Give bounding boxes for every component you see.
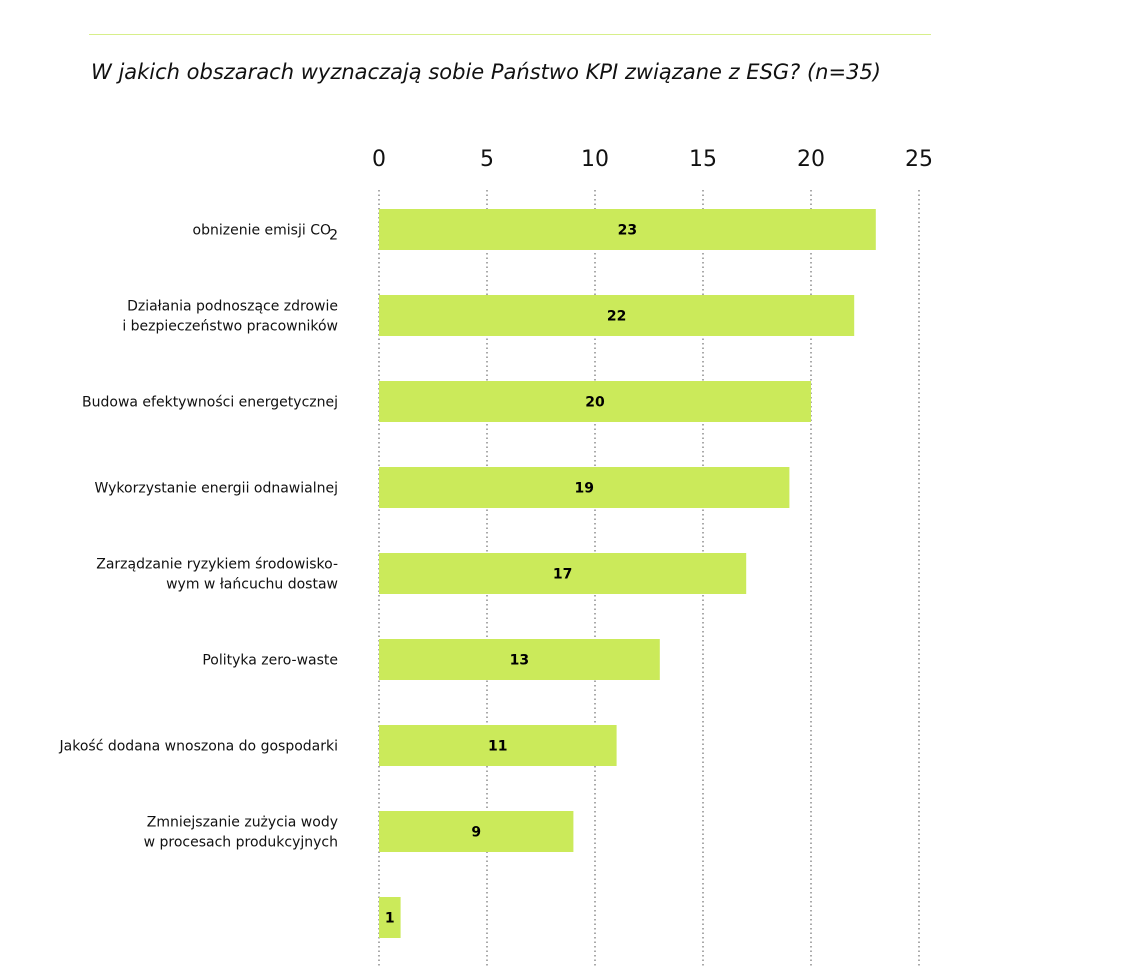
category-label-subscript: 2 — [329, 228, 338, 244]
bar — [379, 381, 811, 422]
data-label: 23 — [618, 223, 637, 239]
bar — [379, 467, 790, 508]
x-tick-label: 0 — [372, 147, 386, 172]
category-label: wym w łańcuchu dostaw — [166, 577, 338, 593]
bar — [379, 553, 747, 594]
bar — [379, 725, 617, 766]
x-tick-label: 25 — [905, 147, 933, 172]
x-tick-label: 5 — [480, 147, 494, 172]
category-label: Polityka zero-waste — [202, 653, 338, 669]
bar — [379, 295, 855, 336]
data-label: 11 — [488, 739, 507, 755]
data-label: 20 — [585, 395, 605, 411]
x-tick-label: 20 — [797, 147, 825, 172]
category-label: w procesach produkcyjnych — [144, 835, 338, 851]
bar — [379, 811, 574, 852]
category-label: Zarządzanie ryzykiem środowisko- — [96, 557, 338, 573]
chart-title: W jakich obszarach wyznaczają sobie Pańs… — [91, 60, 882, 84]
bar — [379, 209, 876, 250]
data-label: 13 — [510, 653, 529, 669]
data-label: 1 — [385, 911, 395, 927]
category-label: Działania podnoszące zdrowie — [127, 299, 338, 315]
category-label: Jakość dodana wnoszona do gospodarki — [59, 739, 338, 755]
data-label: 17 — [553, 567, 572, 583]
category-label: i bezpieczeństwo pracowników — [122, 319, 338, 335]
data-label: 19 — [574, 481, 593, 497]
category-label: Wykorzystanie energii odnawialnej — [95, 481, 338, 497]
x-tick-label: 15 — [689, 147, 717, 172]
category-label: Zmniejszanie zużycia wody — [147, 815, 338, 831]
data-label: 9 — [471, 825, 481, 841]
top-divider-line — [89, 34, 931, 35]
bar — [379, 897, 401, 938]
data-label: 22 — [607, 309, 626, 325]
category-label: obnizenie emisji CO — [193, 223, 331, 239]
x-tick-label: 10 — [581, 147, 609, 172]
bar — [379, 639, 660, 680]
category-label: Budowa efektywności energetycznej — [82, 395, 338, 411]
